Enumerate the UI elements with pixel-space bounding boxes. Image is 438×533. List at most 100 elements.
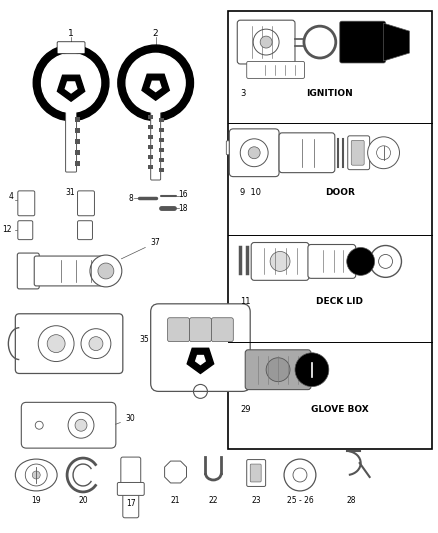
Text: 19: 19 bbox=[32, 496, 41, 505]
FancyBboxPatch shape bbox=[121, 457, 141, 489]
Text: 2: 2 bbox=[153, 29, 159, 38]
Text: 9  10: 9 10 bbox=[240, 188, 261, 197]
FancyBboxPatch shape bbox=[308, 245, 356, 278]
Circle shape bbox=[253, 29, 279, 55]
Text: 1: 1 bbox=[68, 29, 74, 38]
FancyBboxPatch shape bbox=[226, 141, 236, 155]
Text: 8: 8 bbox=[128, 194, 133, 203]
Circle shape bbox=[266, 358, 290, 382]
FancyBboxPatch shape bbox=[18, 221, 33, 240]
FancyBboxPatch shape bbox=[34, 256, 108, 286]
FancyBboxPatch shape bbox=[212, 318, 233, 342]
Circle shape bbox=[295, 353, 329, 386]
Circle shape bbox=[75, 419, 87, 431]
Circle shape bbox=[304, 26, 336, 58]
Bar bbox=[74, 117, 80, 122]
Text: 11: 11 bbox=[240, 297, 251, 306]
Text: GLOVE BOX: GLOVE BOX bbox=[311, 405, 369, 414]
Text: 3: 3 bbox=[240, 89, 246, 98]
Circle shape bbox=[284, 459, 316, 491]
Circle shape bbox=[377, 146, 391, 160]
Text: 4: 4 bbox=[8, 192, 13, 201]
FancyBboxPatch shape bbox=[117, 482, 144, 495]
Text: 29: 29 bbox=[240, 405, 251, 414]
Circle shape bbox=[32, 471, 40, 479]
FancyBboxPatch shape bbox=[123, 492, 139, 518]
Circle shape bbox=[240, 139, 268, 167]
Circle shape bbox=[378, 254, 392, 269]
Text: 12: 12 bbox=[2, 225, 11, 234]
FancyBboxPatch shape bbox=[18, 191, 35, 216]
Bar bbox=[159, 158, 164, 162]
Text: 28: 28 bbox=[347, 496, 357, 505]
Circle shape bbox=[68, 413, 94, 438]
Polygon shape bbox=[187, 348, 214, 374]
Bar bbox=[148, 155, 153, 159]
FancyBboxPatch shape bbox=[247, 459, 265, 487]
FancyBboxPatch shape bbox=[168, 318, 190, 342]
Circle shape bbox=[347, 247, 374, 276]
FancyBboxPatch shape bbox=[250, 464, 261, 482]
Bar bbox=[74, 161, 80, 166]
Circle shape bbox=[33, 45, 109, 120]
Polygon shape bbox=[384, 23, 410, 61]
Circle shape bbox=[38, 326, 74, 361]
Bar bbox=[228, 11, 432, 449]
FancyBboxPatch shape bbox=[66, 108, 77, 172]
Text: 16: 16 bbox=[179, 190, 188, 199]
FancyBboxPatch shape bbox=[340, 21, 385, 63]
Text: DOOR: DOOR bbox=[325, 188, 355, 197]
Text: 37: 37 bbox=[121, 238, 160, 259]
Text: 18: 18 bbox=[179, 204, 188, 213]
Text: 23: 23 bbox=[251, 496, 261, 505]
Ellipse shape bbox=[15, 459, 57, 491]
Bar bbox=[148, 165, 153, 169]
FancyBboxPatch shape bbox=[348, 136, 370, 169]
Bar bbox=[74, 139, 80, 144]
FancyBboxPatch shape bbox=[57, 42, 85, 54]
Bar bbox=[159, 138, 164, 142]
Bar bbox=[159, 118, 164, 122]
FancyBboxPatch shape bbox=[15, 314, 123, 374]
Bar bbox=[148, 135, 153, 139]
Circle shape bbox=[35, 421, 43, 429]
Polygon shape bbox=[165, 461, 187, 483]
Circle shape bbox=[248, 147, 260, 159]
FancyBboxPatch shape bbox=[237, 20, 295, 64]
FancyBboxPatch shape bbox=[151, 108, 161, 180]
FancyBboxPatch shape bbox=[21, 402, 116, 448]
Polygon shape bbox=[65, 82, 77, 93]
Circle shape bbox=[370, 246, 402, 277]
Bar bbox=[148, 115, 153, 119]
Polygon shape bbox=[196, 356, 205, 365]
Bar bbox=[74, 150, 80, 155]
FancyBboxPatch shape bbox=[247, 61, 304, 78]
Circle shape bbox=[260, 36, 272, 48]
Circle shape bbox=[89, 337, 103, 351]
FancyBboxPatch shape bbox=[268, 141, 278, 155]
FancyBboxPatch shape bbox=[279, 133, 335, 173]
Text: 31: 31 bbox=[65, 188, 75, 197]
Bar bbox=[148, 145, 153, 149]
Polygon shape bbox=[142, 74, 170, 100]
Bar bbox=[159, 148, 164, 152]
Circle shape bbox=[90, 255, 122, 287]
Circle shape bbox=[367, 137, 399, 168]
Circle shape bbox=[25, 464, 47, 486]
Text: 22: 22 bbox=[208, 496, 218, 505]
Bar bbox=[74, 128, 80, 133]
FancyBboxPatch shape bbox=[151, 304, 250, 391]
FancyBboxPatch shape bbox=[245, 350, 311, 390]
Circle shape bbox=[47, 335, 65, 353]
FancyBboxPatch shape bbox=[18, 253, 39, 289]
FancyBboxPatch shape bbox=[351, 140, 364, 165]
Text: 20: 20 bbox=[78, 496, 88, 505]
Text: 25 - 26: 25 - 26 bbox=[286, 496, 313, 505]
FancyBboxPatch shape bbox=[190, 318, 212, 342]
FancyBboxPatch shape bbox=[230, 129, 279, 176]
FancyBboxPatch shape bbox=[78, 221, 92, 240]
FancyBboxPatch shape bbox=[78, 191, 95, 216]
Text: 27: 27 bbox=[15, 315, 25, 324]
Circle shape bbox=[42, 53, 101, 112]
Text: 21: 21 bbox=[171, 496, 180, 505]
